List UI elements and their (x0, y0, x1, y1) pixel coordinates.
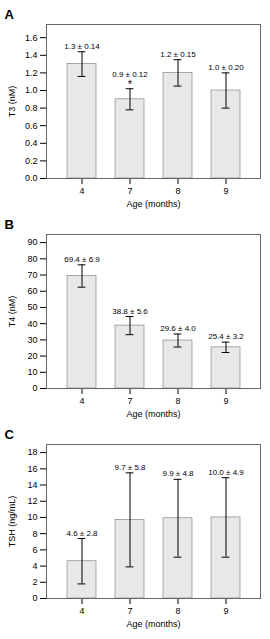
svg-text:B: B (5, 217, 14, 232)
svg-text:7: 7 (127, 396, 132, 406)
svg-text:14: 14 (27, 480, 37, 490)
svg-text:0.8: 0.8 (25, 103, 38, 113)
svg-text:TSH (ng/mL): TSH (ng/mL) (7, 496, 17, 548)
svg-text:1.4: 1.4 (25, 50, 38, 60)
svg-text:38.8 ± 5.6: 38.8 ± 5.6 (112, 307, 148, 316)
svg-text:30: 30 (27, 335, 37, 345)
svg-text:18: 18 (27, 447, 37, 457)
svg-text:9: 9 (223, 606, 228, 616)
svg-text:1.2 ± 0.15: 1.2 ± 0.15 (160, 50, 196, 59)
svg-text:9.7 ± 5.8: 9.7 ± 5.8 (114, 463, 146, 472)
svg-text:29.6 ± 4.0: 29.6 ± 4.0 (160, 324, 196, 333)
svg-text:T3 (nM): T3 (nM) (7, 86, 17, 118)
svg-text:10.0 ± 4.9: 10.0 ± 4.9 (208, 468, 244, 477)
svg-text:4: 4 (79, 186, 84, 196)
svg-text:12: 12 (27, 496, 37, 506)
svg-text:8: 8 (175, 396, 180, 406)
svg-text:50: 50 (27, 302, 37, 312)
svg-text:0.4: 0.4 (25, 138, 38, 148)
svg-text:8: 8 (175, 606, 180, 616)
svg-text:0.0: 0.0 (25, 173, 38, 183)
svg-text:9.9 ± 4.8: 9.9 ± 4.8 (162, 469, 194, 478)
svg-text:0.2: 0.2 (25, 156, 38, 166)
svg-text:4.6 ± 2.8: 4.6 ± 2.8 (66, 529, 98, 538)
svg-text:69.4 ± 6.9: 69.4 ± 6.9 (64, 255, 100, 264)
svg-text:6: 6 (32, 545, 37, 555)
svg-text:A: A (5, 7, 15, 22)
svg-text:4: 4 (32, 561, 37, 571)
svg-text:10: 10 (27, 512, 37, 522)
svg-text:8: 8 (32, 529, 37, 539)
svg-text:7: 7 (127, 186, 132, 196)
svg-text:1.3 ± 0.14: 1.3 ± 0.14 (64, 42, 100, 51)
svg-text:9: 9 (223, 396, 228, 406)
svg-text:T4 (nM): T4 (nM) (7, 296, 17, 328)
svg-text:7: 7 (127, 606, 132, 616)
svg-text:0: 0 (32, 593, 37, 603)
svg-text:90: 90 (27, 237, 37, 247)
svg-text:10: 10 (27, 367, 37, 377)
svg-text:1.6: 1.6 (25, 33, 38, 43)
svg-text:0.6: 0.6 (25, 121, 38, 131)
svg-text:Age (months): Age (months) (126, 199, 180, 209)
svg-text:*: * (128, 78, 133, 90)
svg-text:0.9 ± 0.12: 0.9 ± 0.12 (112, 70, 148, 79)
svg-text:Age (months): Age (months) (126, 619, 180, 629)
svg-text:Age (months): Age (months) (126, 409, 180, 419)
svg-text:20: 20 (27, 351, 37, 361)
svg-text:1.0: 1.0 (25, 85, 38, 95)
svg-text:C: C (5, 427, 15, 442)
svg-text:2: 2 (32, 577, 37, 587)
svg-text:60: 60 (27, 286, 37, 296)
svg-text:4: 4 (79, 396, 84, 406)
svg-text:1.0 ± 0.20: 1.0 ± 0.20 (208, 63, 244, 72)
svg-text:80: 80 (27, 254, 37, 264)
svg-text:8: 8 (175, 186, 180, 196)
svg-text:0: 0 (32, 383, 37, 393)
svg-text:16: 16 (27, 464, 37, 474)
svg-text:1.2: 1.2 (25, 68, 38, 78)
svg-text:40: 40 (27, 319, 37, 329)
svg-text:4: 4 (79, 606, 84, 616)
svg-text:9: 9 (223, 186, 228, 196)
svg-text:25.4 ± 3.2: 25.4 ± 3.2 (208, 332, 244, 341)
svg-text:70: 70 (27, 270, 37, 280)
